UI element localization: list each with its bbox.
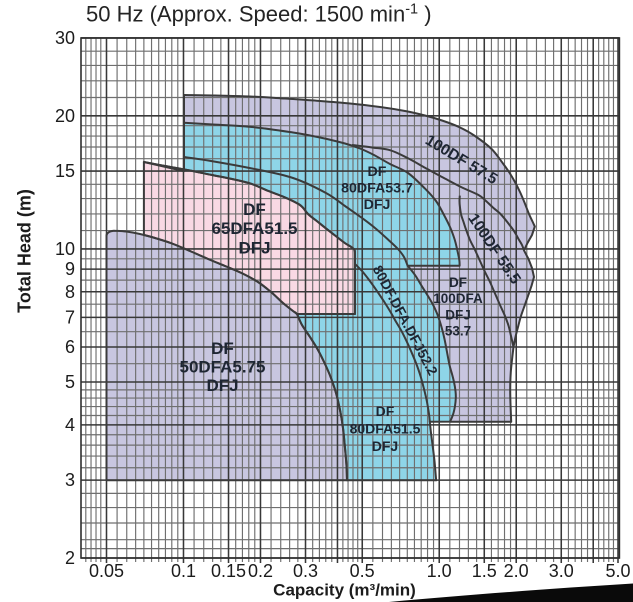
svg-text:DFJ: DFJ [206, 376, 238, 395]
svg-text:Capacity (m³/min): Capacity (m³/min) [273, 581, 416, 600]
svg-text:0.3: 0.3 [293, 561, 318, 581]
svg-text:2: 2 [65, 548, 75, 568]
svg-text:DF: DF [449, 275, 467, 290]
svg-text:20: 20 [55, 106, 75, 126]
svg-text:65DFA51.5: 65DFA51.5 [212, 219, 298, 238]
svg-text:1.0: 1.0 [427, 561, 452, 581]
svg-text:DFJ: DFJ [445, 307, 471, 322]
svg-text:DF: DF [368, 164, 387, 180]
svg-text:53.7: 53.7 [445, 324, 471, 339]
svg-text:0.05: 0.05 [89, 561, 124, 581]
svg-text:7: 7 [65, 307, 75, 327]
svg-text:1.5: 1.5 [472, 561, 497, 581]
svg-text:5: 5 [65, 372, 75, 392]
svg-text:4: 4 [65, 415, 75, 435]
svg-text:DF: DF [243, 200, 266, 219]
svg-text:DF: DF [376, 403, 395, 419]
svg-text:DFJ: DFJ [364, 197, 391, 213]
svg-text:0.5: 0.5 [350, 561, 375, 581]
svg-text:6: 6 [65, 337, 75, 357]
svg-text:50DFA5.75: 50DFA5.75 [180, 358, 266, 377]
svg-text:80DFA53.7: 80DFA53.7 [341, 181, 413, 197]
svg-text:0.15: 0.15 [211, 561, 246, 581]
svg-text:3.0: 3.0 [549, 561, 574, 581]
svg-text:Total Head (m): Total Head (m) [15, 189, 35, 313]
svg-text:2.0: 2.0 [504, 561, 529, 581]
svg-text:5.0: 5.0 [605, 561, 630, 581]
svg-text:50 Hz (Approx. Speed: 1500 min: 50 Hz (Approx. Speed: 1500 min-1 ) [86, 2, 432, 27]
svg-text:100DFA: 100DFA [433, 291, 483, 306]
svg-text:DFJ: DFJ [238, 238, 270, 257]
svg-text:8: 8 [65, 282, 75, 302]
svg-text:DF: DF [211, 339, 234, 358]
svg-text:10: 10 [55, 239, 75, 259]
svg-text:30: 30 [55, 28, 75, 48]
svg-text:9: 9 [65, 259, 75, 279]
svg-text:3: 3 [65, 470, 75, 490]
svg-text:DFJ: DFJ [372, 438, 398, 454]
svg-text:15: 15 [55, 161, 75, 181]
svg-text:80DFA51.5: 80DFA51.5 [350, 421, 421, 437]
svg-text:0.2: 0.2 [248, 561, 273, 581]
svg-text:0.1: 0.1 [171, 561, 196, 581]
